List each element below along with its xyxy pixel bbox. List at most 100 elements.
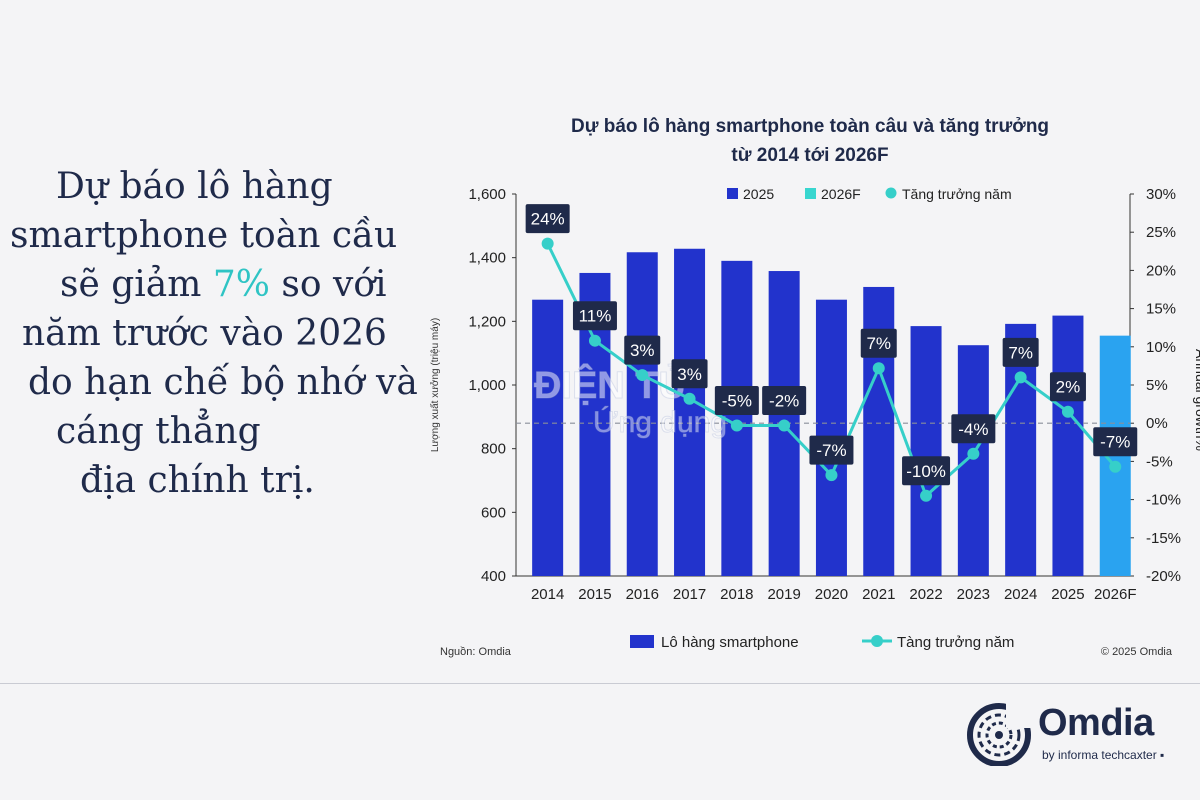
left-tick-label: 600 bbox=[481, 504, 506, 521]
x-tick-label: 2022 bbox=[909, 586, 942, 603]
legend-swatch-2025 bbox=[727, 188, 738, 199]
growth-label: 3% bbox=[630, 341, 655, 360]
omdia-logo: Omdia by informa techcaxter ▪ bbox=[966, 700, 1176, 770]
growth-point-2025 bbox=[1061, 405, 1074, 418]
growth-label-box bbox=[809, 435, 854, 465]
x-tick-label: 2026F bbox=[1094, 586, 1137, 603]
growth-point-2023 bbox=[967, 447, 980, 460]
growth-label: -2% bbox=[769, 391, 799, 410]
footer-divider bbox=[0, 683, 1200, 684]
growth-label-box bbox=[951, 414, 996, 444]
headline-line-2: smartphone toàn cầu bbox=[10, 215, 398, 256]
growth-label: 24% bbox=[531, 210, 565, 229]
headline-line-3-post: so với bbox=[269, 264, 387, 305]
omdia-logo-icon bbox=[967, 702, 1032, 767]
left-axis-title: Lượng xuất xưởng (triệu máy) bbox=[429, 318, 441, 452]
right-tick-label: 20% bbox=[1146, 262, 1176, 279]
growth-label-box bbox=[671, 359, 708, 389]
left-tick-label: 1,200 bbox=[468, 313, 506, 330]
growth-label-box bbox=[762, 385, 807, 415]
chart-title-line-1: Dự báo lô hàng smartphone toàn câu và tă… bbox=[570, 116, 1050, 137]
headline-line-5: do hạn chế bộ nhớ và bbox=[28, 362, 418, 403]
headline-line-6: cáng thẳng bbox=[56, 411, 261, 452]
growth-label: 11% bbox=[579, 307, 612, 326]
omdia-logo-name: Omdia bbox=[1038, 702, 1154, 744]
right-tick-label: 10% bbox=[1146, 339, 1176, 356]
bottom-legend-label-shipments: Lô hàng smartphone bbox=[661, 634, 799, 651]
legend-label-2026f: 2026F bbox=[821, 186, 861, 202]
right-tick-label: -5% bbox=[1146, 453, 1173, 470]
headline-accent-percent: 7% bbox=[212, 264, 270, 305]
bar-2017 bbox=[674, 248, 706, 576]
right-tick-label: -15% bbox=[1146, 530, 1181, 547]
growth-label-box bbox=[624, 335, 661, 365]
left-tick-label: 800 bbox=[481, 441, 506, 458]
left-tick-label: 1,600 bbox=[468, 186, 506, 203]
bar-2023 bbox=[957, 345, 989, 576]
growth-label: -7% bbox=[816, 441, 846, 460]
omdia-logo-subtitle: by informa techcaxter ▪ bbox=[1042, 748, 1165, 762]
left-tick-label: 1,000 bbox=[468, 377, 506, 394]
growth-point-2022 bbox=[920, 489, 933, 502]
chart-title-line-2: từ 2014 tới 2026F bbox=[731, 145, 889, 166]
x-tick-label: 2016 bbox=[626, 586, 659, 603]
chart-title: Dự báo lô hàng smartphone toàn câu và tă… bbox=[520, 112, 1100, 170]
growth-point-2019 bbox=[778, 419, 791, 432]
right-tick-label: 0% bbox=[1146, 415, 1168, 432]
bottom-legend-point-growth bbox=[871, 635, 883, 647]
growth-label: 3% bbox=[677, 365, 702, 384]
growth-point-2015 bbox=[588, 334, 601, 347]
x-tick-label: 2018 bbox=[720, 586, 753, 603]
x-tick-label: 2020 bbox=[815, 586, 848, 603]
legend-swatch-growth bbox=[885, 187, 897, 199]
growth-label: -5% bbox=[722, 391, 752, 410]
growth-label-box bbox=[902, 456, 951, 486]
growth-label: 7% bbox=[1008, 343, 1033, 362]
growth-label: -7% bbox=[1100, 433, 1130, 452]
growth-point-2017 bbox=[683, 392, 696, 405]
right-tick-label: 15% bbox=[1146, 301, 1176, 318]
left-tick-label: 1,400 bbox=[468, 250, 506, 267]
growth-label: 2% bbox=[1056, 378, 1081, 397]
bar-2014 bbox=[532, 299, 564, 576]
growth-point-2016 bbox=[636, 369, 649, 382]
watermark-title: ĐIỆN TỬ bbox=[534, 363, 691, 407]
growth-label: 7% bbox=[866, 334, 891, 353]
x-tick-label: 2021 bbox=[862, 586, 895, 603]
headline: Dự báo lô hàng smartphone toàn cầu sẽ gi… bbox=[0, 162, 420, 505]
x-tick-label: 2023 bbox=[957, 586, 990, 603]
x-tick-label: 2015 bbox=[578, 586, 611, 603]
growth-label-box bbox=[1093, 427, 1138, 457]
legend-label-2025: 2025 bbox=[743, 186, 774, 202]
legend-label-growth: Tăng trưởng năm bbox=[902, 186, 1012, 202]
right-axis-title: Annual growth% bbox=[1193, 349, 1200, 451]
growth-point-2021 bbox=[872, 362, 885, 375]
right-tick-label: 30% bbox=[1146, 186, 1176, 203]
growth-point-2026F bbox=[1109, 460, 1122, 473]
legend-swatch-2026f bbox=[805, 188, 816, 199]
growth-label-box bbox=[714, 385, 759, 415]
right-tick-label: 5% bbox=[1146, 377, 1168, 394]
headline-line-3-pre: sẽ giảm bbox=[60, 264, 213, 305]
right-tick-label: -10% bbox=[1146, 492, 1181, 509]
bar-2022 bbox=[910, 326, 942, 576]
bar-2025 bbox=[1052, 315, 1084, 576]
growth-label-box bbox=[525, 204, 570, 234]
growth-label: -10% bbox=[906, 462, 946, 481]
headline-line-1: Dự báo lô hàng bbox=[56, 166, 333, 207]
growth-label-box bbox=[1049, 372, 1086, 402]
bottom-legend-swatch-shipments bbox=[630, 635, 654, 648]
growth-point-2024 bbox=[1014, 371, 1027, 384]
bar-2016 bbox=[626, 252, 658, 576]
bottom-legend-label-growth: Tàng trưởng năm bbox=[897, 634, 1014, 651]
watermark-subtitle: Ứng dụng bbox=[593, 406, 727, 439]
growth-label-box bbox=[860, 328, 897, 358]
x-tick-label: 2019 bbox=[767, 586, 800, 603]
right-tick-label: -20% bbox=[1146, 568, 1181, 585]
growth-point-2020 bbox=[825, 469, 838, 482]
copyright-note: © 2025 Omdia bbox=[1100, 646, 1172, 658]
x-tick-label: 2017 bbox=[673, 586, 706, 603]
growth-label-box bbox=[572, 301, 617, 331]
source-note: Nguồn: Omdia bbox=[440, 646, 511, 658]
